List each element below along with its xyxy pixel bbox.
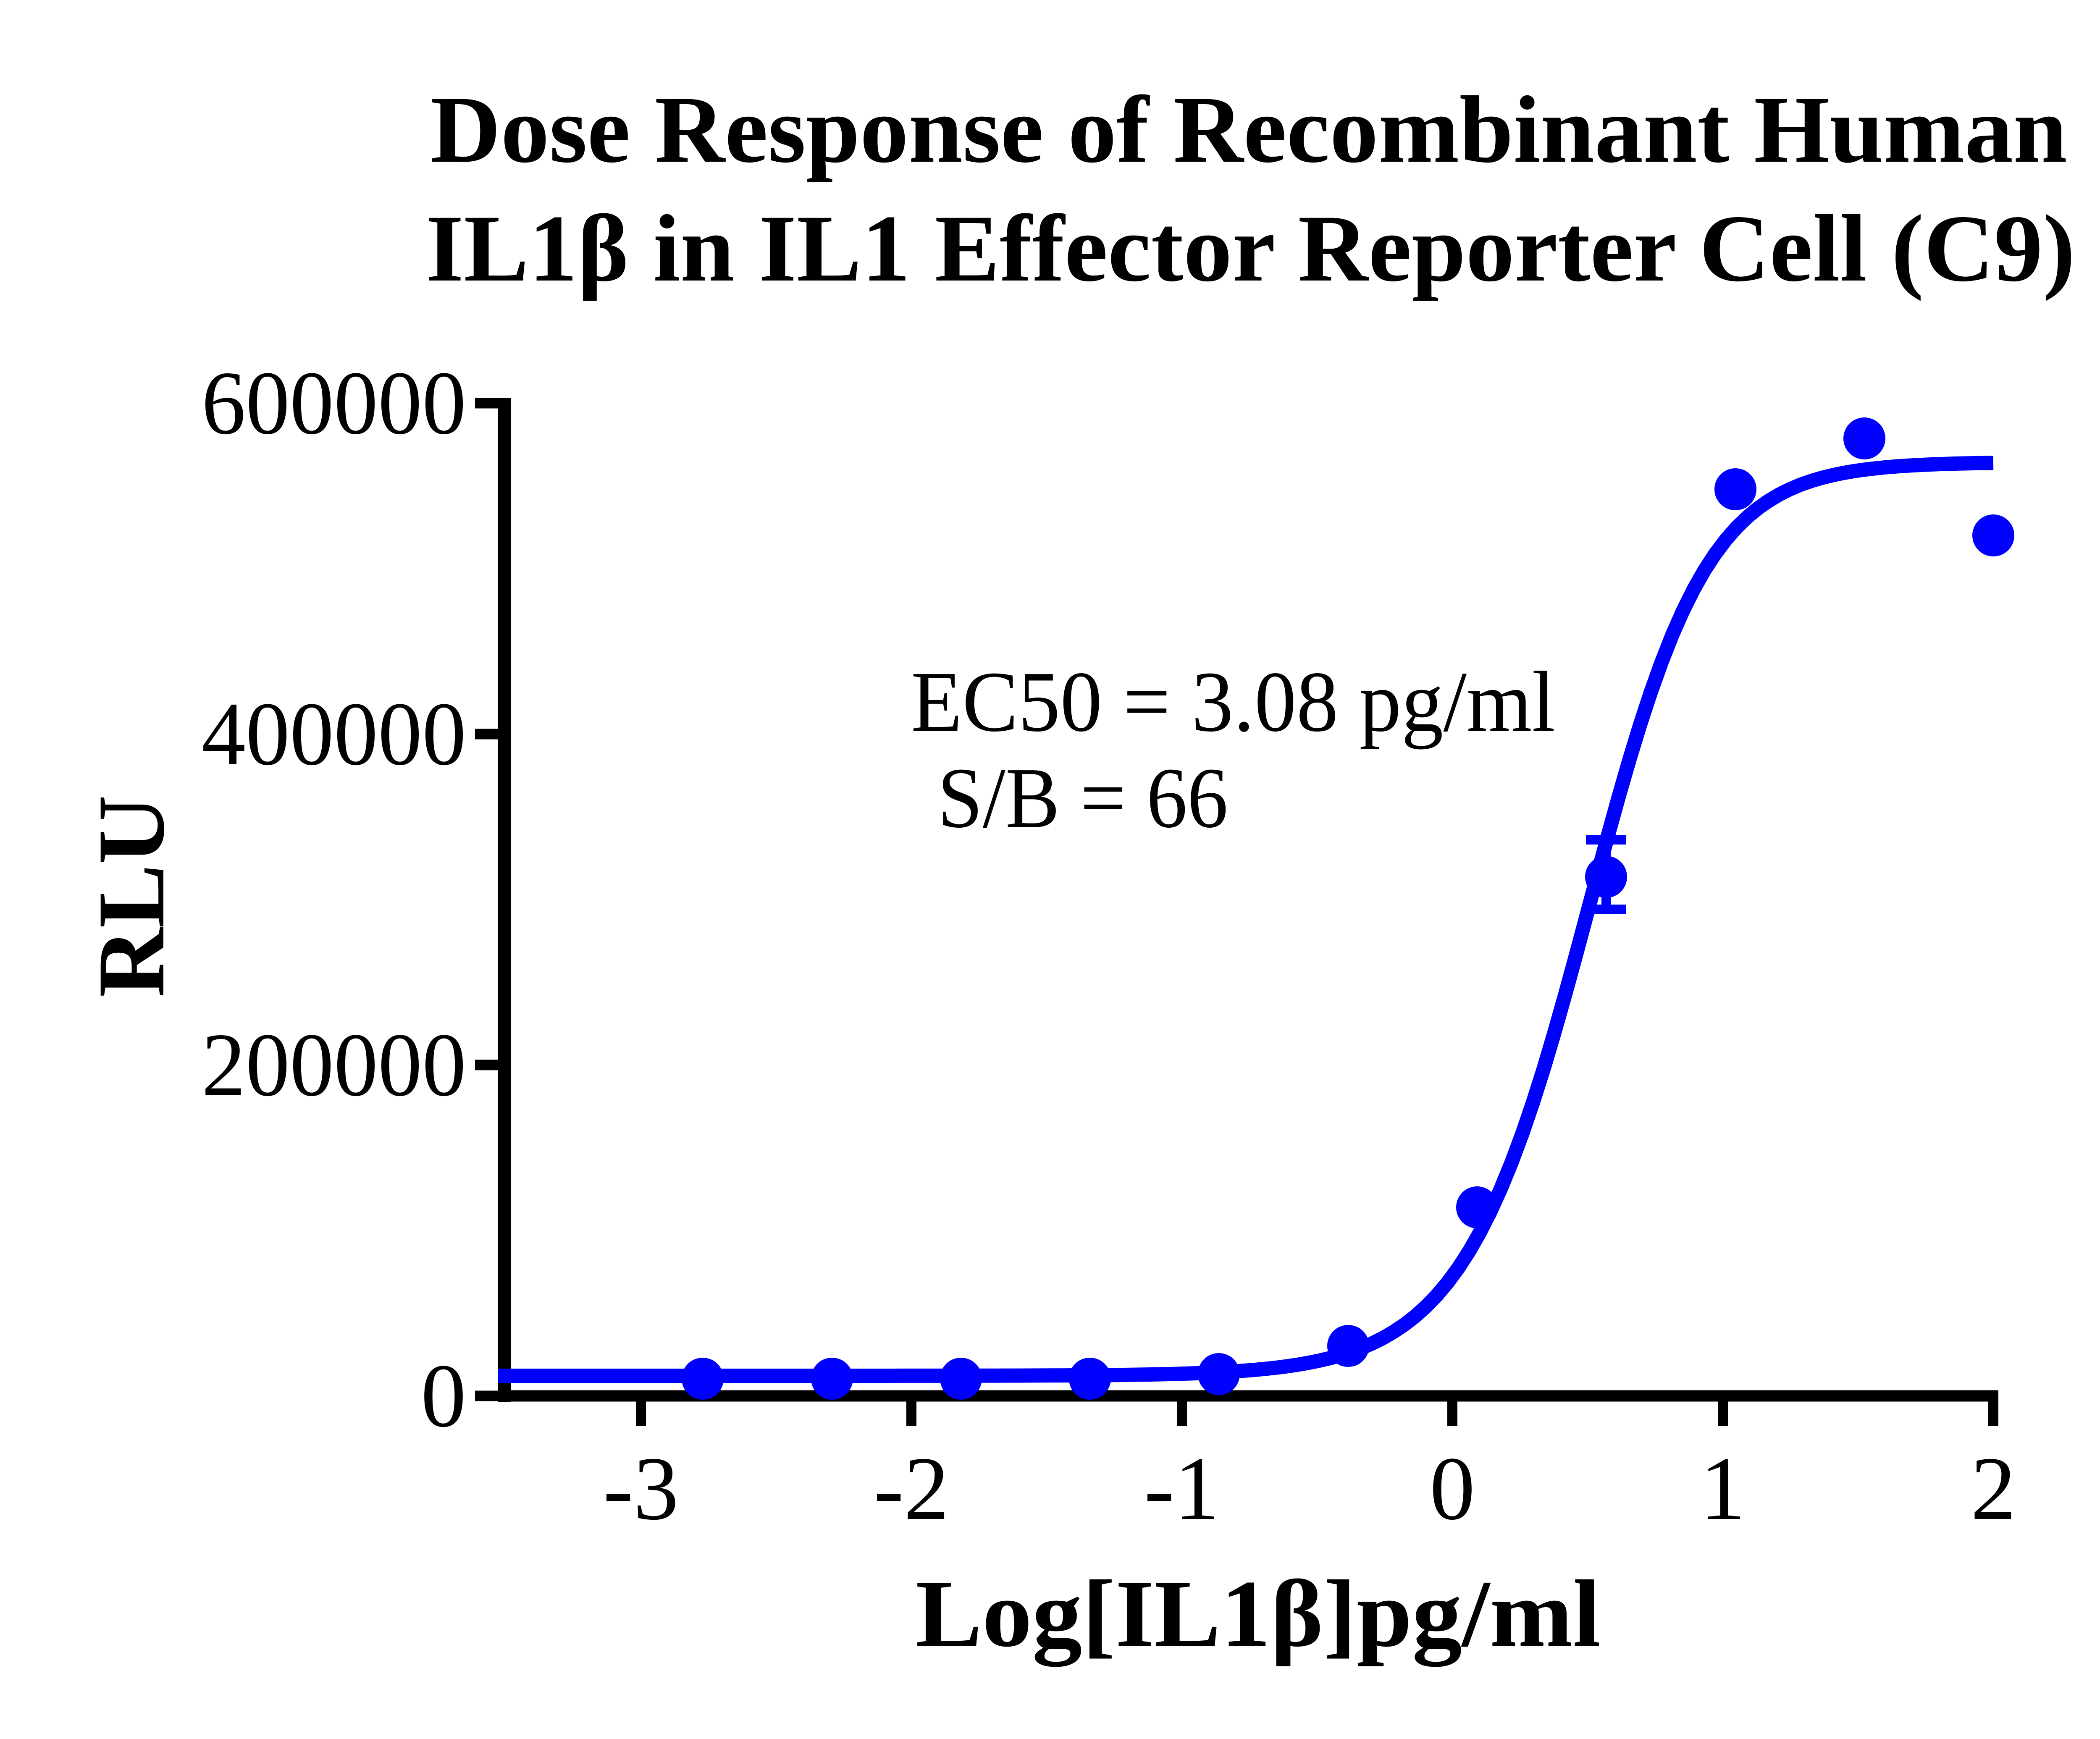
svg-text:-1: -1 [1144,1438,1220,1539]
svg-text:-3: -3 [603,1438,679,1539]
svg-text:Log[IL1β]pg/ml: Log[IL1β]pg/ml [916,1561,1601,1667]
svg-text:-2: -2 [874,1438,949,1539]
svg-text:S/B = 66: S/B = 66 [937,750,1228,846]
svg-text:2: 2 [1971,1438,2016,1539]
svg-text:RLU: RLU [79,795,184,997]
svg-text:IL1β in IL1 Effector Reporter: IL1β in IL1 Effector Reporter Cell (C9) [426,196,2075,302]
svg-text:0: 0 [1430,1438,1475,1539]
svg-text:400000: 400000 [202,684,466,784]
svg-text:1: 1 [1700,1438,1746,1539]
svg-text:200000: 200000 [202,1015,466,1115]
svg-text:600000: 600000 [202,353,466,453]
svg-text:EC50 = 3.08 pg/ml: EC50 = 3.08 pg/ml [911,653,1555,750]
svg-text:Dose Response of Recombinant H: Dose Response of Recombinant Human [430,77,2067,183]
svg-text:0: 0 [421,1346,466,1446]
